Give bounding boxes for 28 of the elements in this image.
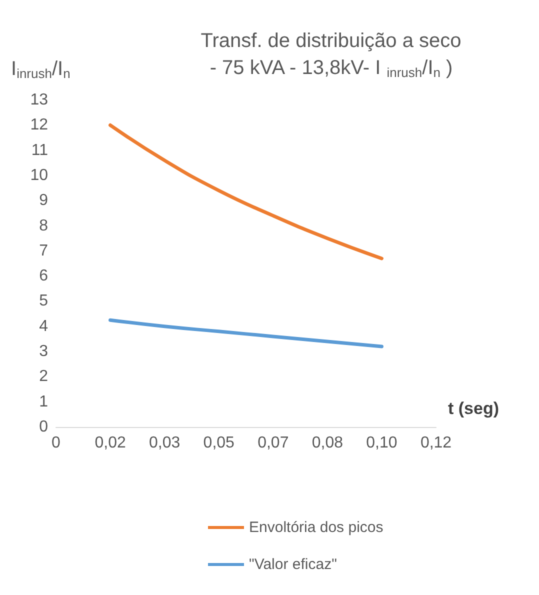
legend-label: "Valor eficaz": [249, 556, 337, 573]
x-tick-label: 0,08: [312, 434, 344, 452]
x-tick-label: 0,10: [366, 434, 398, 452]
y-tick-label: 1: [39, 393, 48, 410]
legend-label: Envoltória dos picos: [249, 519, 384, 536]
y-tick-label: 0: [39, 418, 48, 436]
x-axis-title: t (seg): [448, 399, 499, 418]
x-tick-label: 0,03: [149, 434, 180, 452]
x-tick-label: 0,12: [420, 434, 452, 452]
y-tick-label: 3: [39, 343, 48, 360]
line-series: [108, 318, 384, 348]
y-tick-label: 11: [31, 142, 48, 159]
line-series: [108, 123, 384, 260]
x-tick-label: 0: [52, 434, 61, 452]
chart-title: Transf. de distribuição a seco: [200, 30, 462, 52]
y-tick-label: 4: [39, 318, 48, 335]
y-tick-label: 12: [30, 116, 48, 134]
y-tick-label: 2: [39, 368, 48, 386]
y-tick-label: 8: [39, 217, 48, 234]
y-tick-label: 9: [39, 192, 48, 210]
y-tick-label: 13: [30, 92, 48, 108]
x-tick-label: 0,07: [258, 434, 289, 452]
y-tick-label: 7: [39, 242, 48, 260]
y-tick-label: 6: [39, 268, 48, 285]
x-tick-label: 0,02: [94, 434, 126, 452]
x-tick-label: 0,05: [203, 434, 235, 452]
y-tick-label: 10: [30, 166, 48, 184]
y-tick-label: 5: [39, 292, 48, 310]
